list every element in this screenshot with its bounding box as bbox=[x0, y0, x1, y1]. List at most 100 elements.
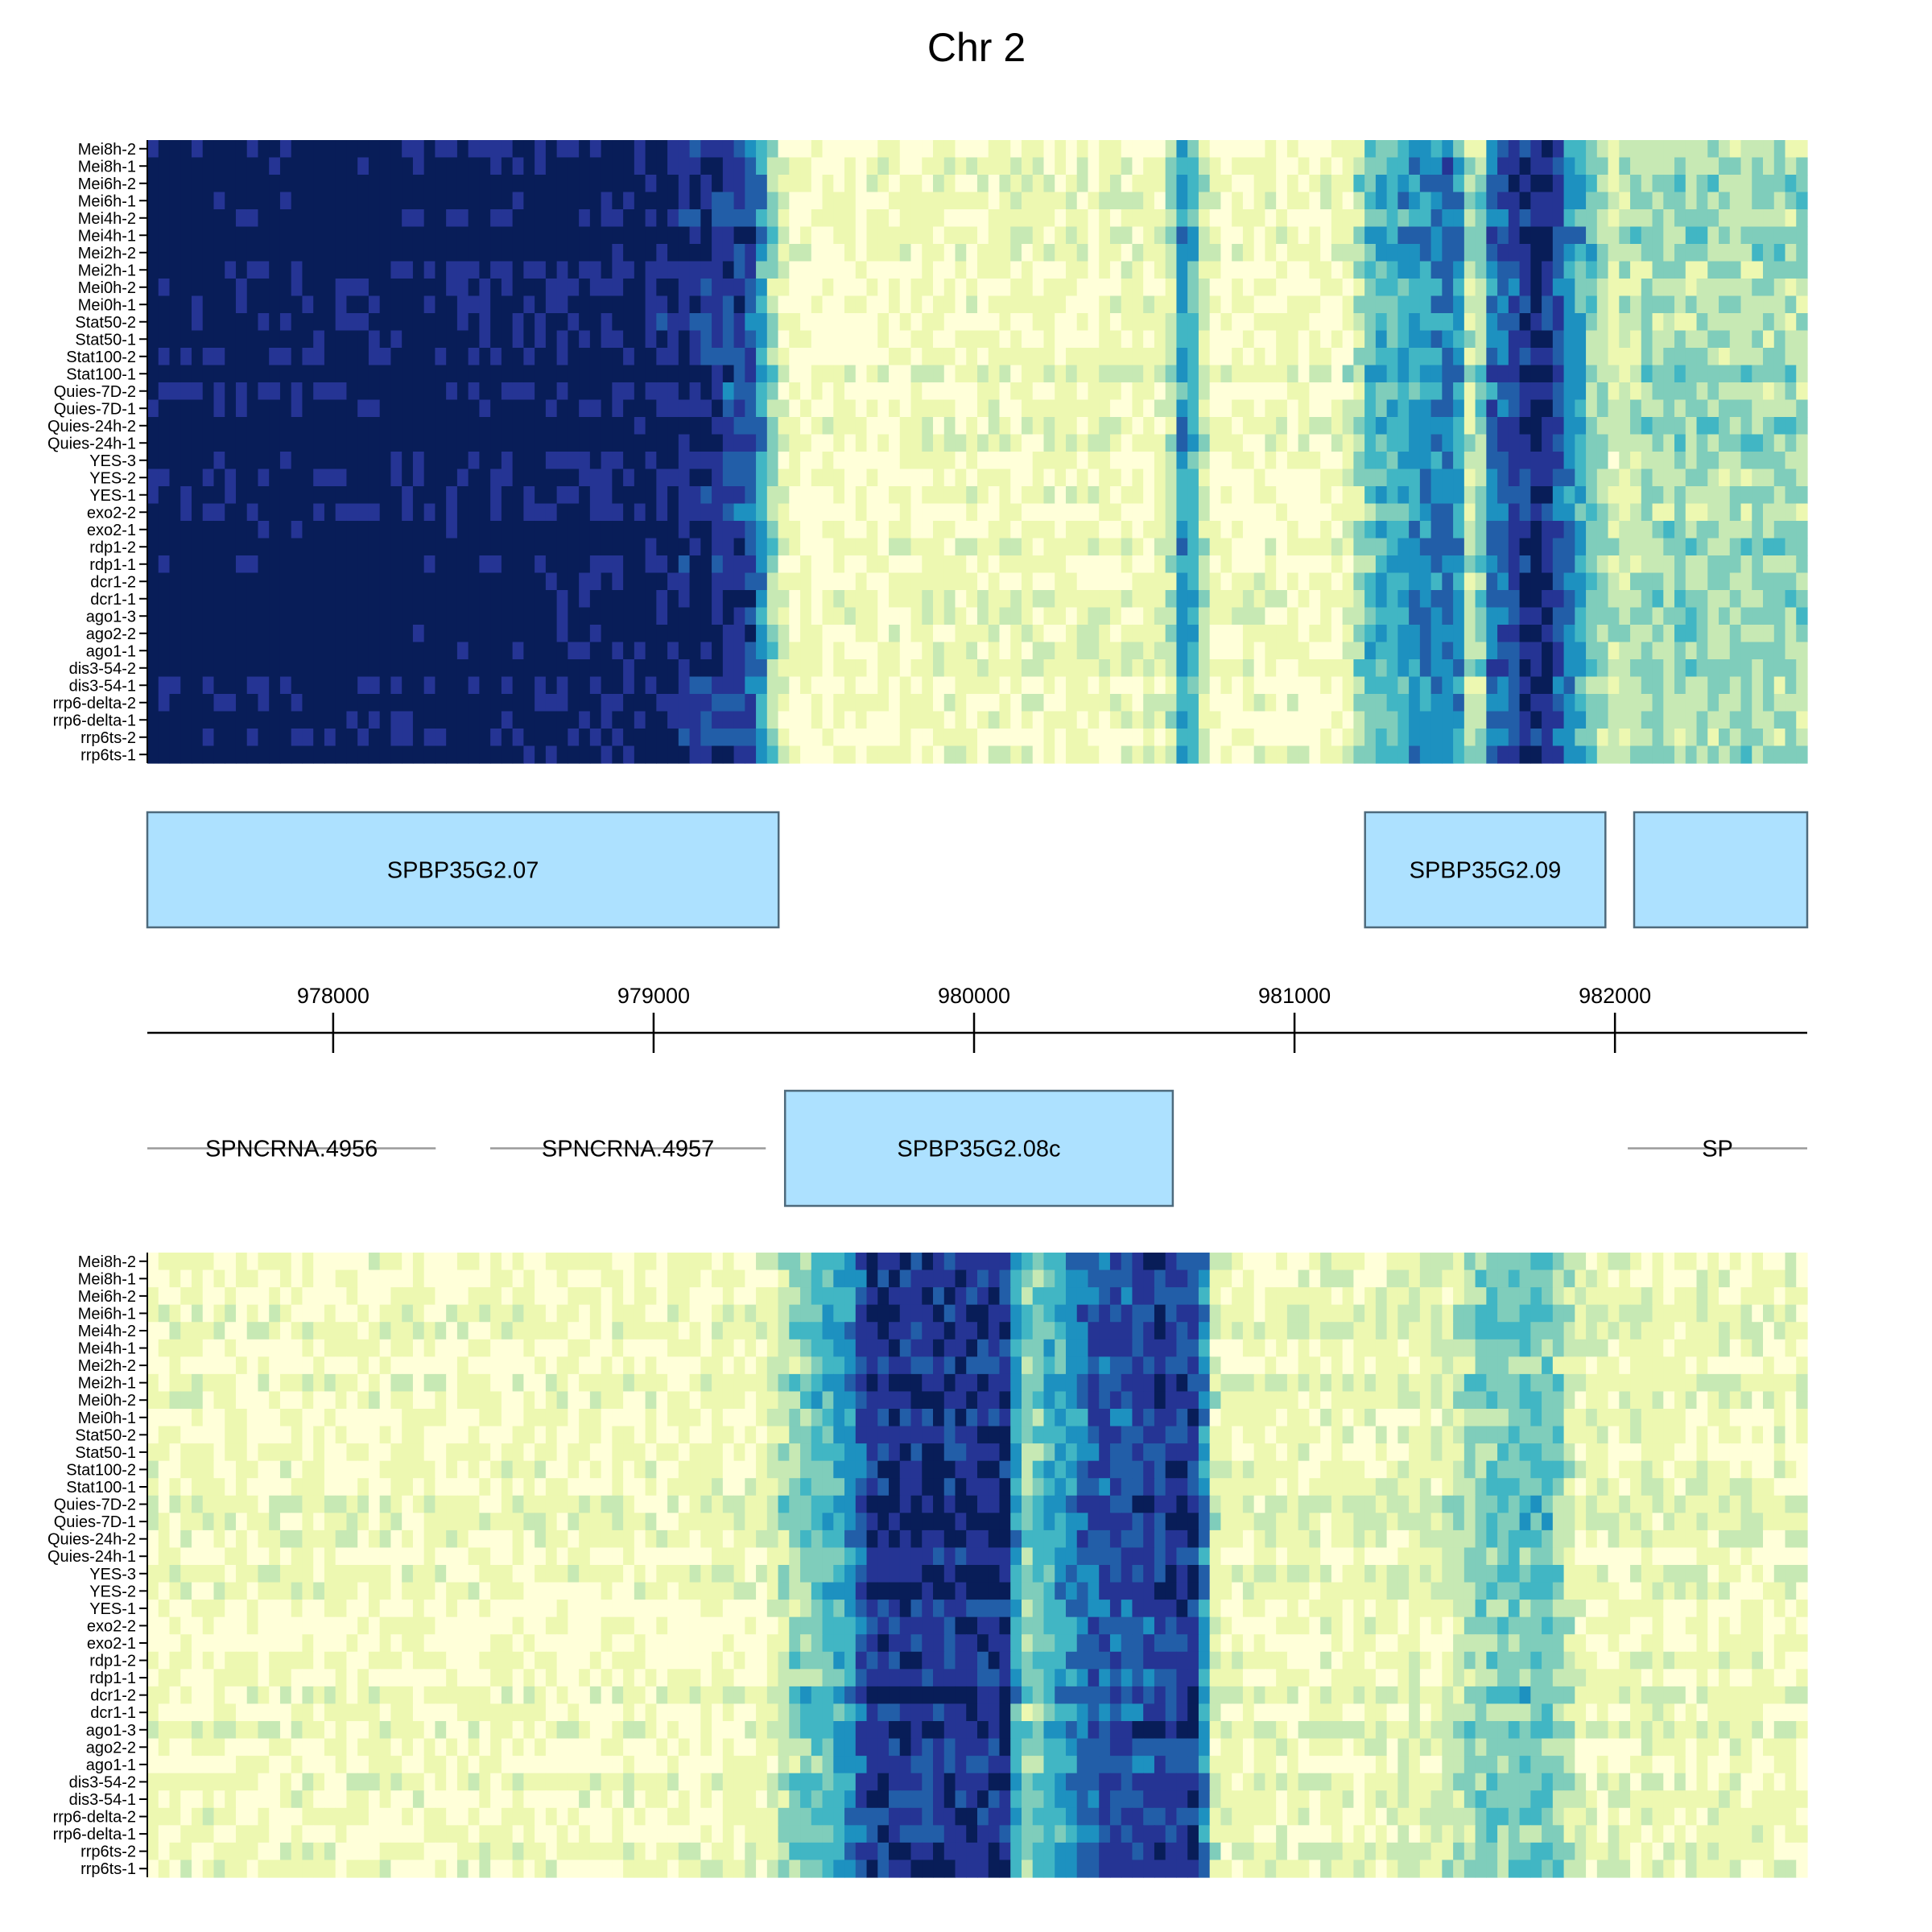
heatmap-cell bbox=[1596, 295, 1609, 314]
heatmap-cell bbox=[1286, 434, 1299, 452]
heatmap-cell bbox=[844, 625, 857, 643]
heatmap-cell bbox=[899, 521, 912, 539]
heatmap-cell bbox=[1032, 694, 1045, 712]
heatmap-cell bbox=[1552, 676, 1565, 695]
heatmap-cell bbox=[1608, 192, 1620, 210]
heatmap-cell bbox=[1729, 676, 1742, 695]
heatmap-cell bbox=[1586, 590, 1598, 609]
heatmap-cell bbox=[412, 365, 425, 383]
heatmap-cell bbox=[246, 348, 259, 366]
heatmap-cell bbox=[645, 642, 657, 660]
heatmap-cell bbox=[1198, 434, 1211, 452]
heatmap-cell bbox=[766, 590, 779, 609]
heatmap-cell bbox=[1021, 452, 1034, 470]
heatmap-cell bbox=[1132, 330, 1144, 349]
heatmap-cell bbox=[468, 694, 480, 712]
heatmap-cell bbox=[689, 279, 701, 297]
heatmap-cell bbox=[1796, 382, 1808, 401]
heatmap-cell bbox=[1563, 607, 1575, 625]
heatmap-cell bbox=[1519, 694, 1531, 712]
heatmap-cell bbox=[1397, 572, 1410, 591]
heatmap-cell bbox=[1331, 209, 1344, 228]
heatmap-cell bbox=[1685, 452, 1698, 470]
heatmap-cell bbox=[490, 209, 502, 228]
heatmap-cell bbox=[1740, 538, 1752, 556]
heatmap-cell bbox=[1209, 521, 1222, 539]
heatmap-cell bbox=[1442, 295, 1454, 314]
heatmap-cell bbox=[811, 175, 824, 193]
heatmap-cell bbox=[1364, 417, 1377, 436]
heatmap-cell bbox=[678, 348, 691, 366]
heatmap-cell bbox=[822, 279, 834, 297]
heatmap-cell bbox=[147, 330, 159, 349]
heatmap-cell bbox=[446, 226, 458, 245]
heatmap-cell bbox=[1021, 244, 1034, 262]
heatmap-cell bbox=[225, 486, 237, 505]
heatmap-cell bbox=[246, 694, 259, 712]
heatmap-cell bbox=[910, 417, 923, 436]
heatmap-cell bbox=[579, 244, 591, 262]
heatmap-cell bbox=[1696, 313, 1708, 332]
heatmap-cell bbox=[1065, 192, 1078, 210]
heatmap-cell bbox=[512, 676, 524, 695]
heatmap-cell bbox=[601, 590, 613, 609]
heatmap-cell bbox=[1519, 140, 1531, 159]
heatmap-cell bbox=[1331, 399, 1344, 418]
heatmap-cell bbox=[1796, 642, 1808, 660]
heatmap-cell bbox=[1010, 192, 1022, 210]
heatmap-cell bbox=[722, 607, 735, 625]
heatmap-cell bbox=[943, 365, 956, 383]
heatmap-cell bbox=[324, 607, 336, 625]
heatmap-cell bbox=[1663, 642, 1675, 660]
heatmap-cell bbox=[1508, 382, 1521, 401]
heatmap-cell bbox=[1043, 382, 1055, 401]
heatmap-cell bbox=[756, 521, 768, 539]
heatmap-cell bbox=[1442, 209, 1454, 228]
heatmap-cell bbox=[977, 521, 989, 539]
heatmap-cell bbox=[1563, 382, 1575, 401]
heatmap-cell bbox=[1298, 469, 1310, 487]
heatmap-cell bbox=[1796, 313, 1808, 332]
heatmap-cell bbox=[1674, 348, 1686, 366]
heatmap-cell bbox=[1265, 503, 1277, 522]
heatmap-cell bbox=[943, 452, 956, 470]
heatmap-cell bbox=[302, 659, 314, 678]
heatmap-cell bbox=[1021, 590, 1034, 609]
heatmap-cell bbox=[645, 711, 657, 729]
heatmap-cell bbox=[568, 209, 580, 228]
heatmap-cell bbox=[1397, 625, 1410, 643]
heatmap-cell bbox=[202, 538, 215, 556]
heatmap-cell bbox=[446, 555, 458, 574]
heatmap-cell bbox=[435, 711, 447, 729]
heatmap-cell bbox=[579, 348, 591, 366]
heatmap-cell bbox=[1253, 452, 1266, 470]
heatmap-cell bbox=[1530, 157, 1542, 175]
heatmap-cell bbox=[811, 625, 824, 643]
heatmap-cell bbox=[943, 330, 956, 349]
heatmap-cell bbox=[722, 694, 735, 712]
heatmap-cell bbox=[1752, 452, 1764, 470]
heatmap-cell bbox=[977, 209, 989, 228]
heatmap-cell bbox=[225, 642, 237, 660]
heatmap-cell bbox=[512, 659, 524, 678]
heatmap-cell bbox=[943, 469, 956, 487]
heatmap-cell bbox=[1586, 452, 1598, 470]
heatmap-cell bbox=[379, 244, 392, 262]
heatmap-cell bbox=[712, 348, 724, 366]
heatmap-cell bbox=[1021, 538, 1034, 556]
heatmap-cell bbox=[1785, 209, 1797, 228]
heatmap-cell bbox=[1596, 642, 1609, 660]
heatmap-cell bbox=[1586, 659, 1598, 678]
heatmap-cell bbox=[302, 486, 314, 505]
heatmap-cell bbox=[390, 382, 402, 401]
heatmap-cell bbox=[977, 607, 989, 625]
heatmap-cell bbox=[213, 209, 225, 228]
heatmap-cell bbox=[180, 659, 192, 678]
heatmap-cell bbox=[147, 279, 159, 297]
heatmap-cell bbox=[645, 555, 657, 574]
heatmap-cell bbox=[1320, 295, 1332, 314]
heatmap-cell bbox=[579, 607, 591, 625]
heatmap-cell bbox=[1043, 538, 1055, 556]
heatmap-cell bbox=[258, 348, 270, 366]
heatmap-cell bbox=[1497, 365, 1509, 383]
